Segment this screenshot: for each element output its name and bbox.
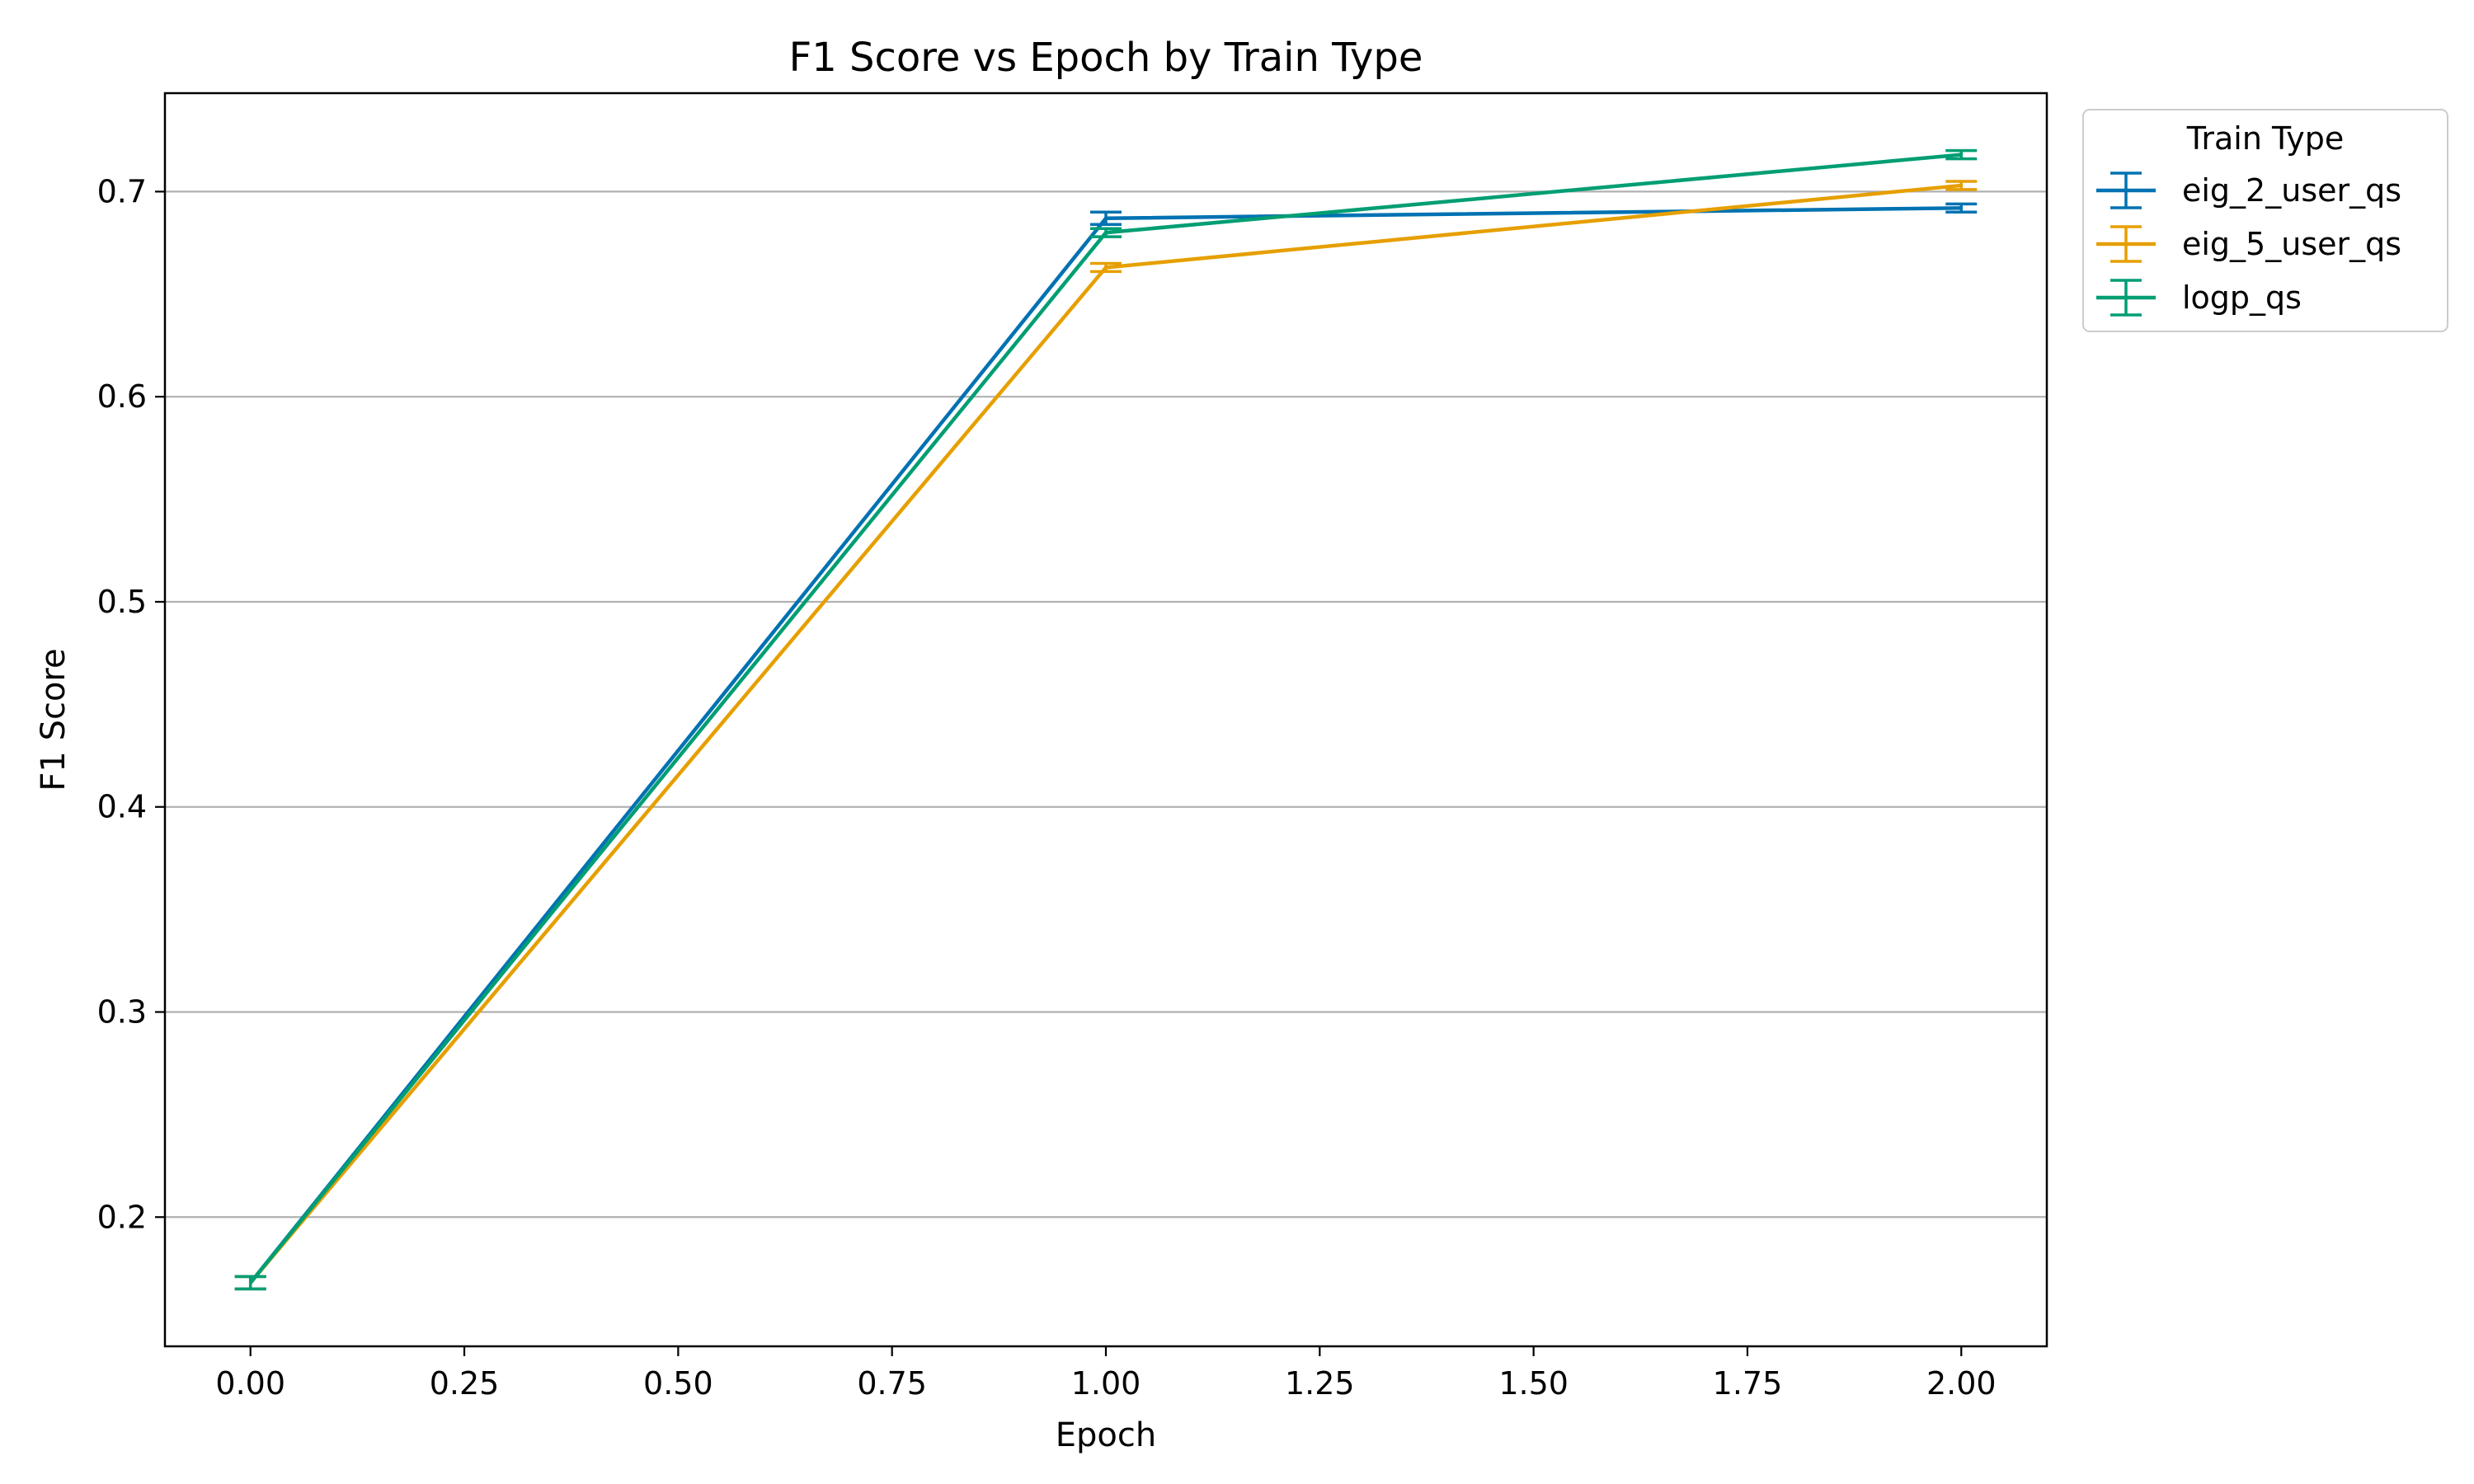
x-tick-label: 0.00: [215, 1365, 285, 1402]
error-bar: [1090, 261, 1122, 274]
series-layer: [234, 148, 1978, 1291]
plot-frame: [163, 92, 2048, 1348]
error-bar: [1090, 227, 1122, 238]
legend-item: eig_2_user_qs: [2096, 171, 2401, 209]
x-tick-label: 1.25: [1285, 1365, 1355, 1402]
x-tick-label: 2.00: [1926, 1365, 1997, 1402]
x-tick-label: 1.75: [1713, 1365, 1783, 1402]
error-bar: [1945, 148, 1978, 161]
x-axis-ticks: 0.00 0.25 0.50 0.75 1.00 1.25 1.50 1.75 2.00: [215, 1346, 1997, 1402]
series-line: [249, 183, 1962, 1284]
error-bar: [1945, 202, 1978, 214]
y-axis-label: F1 Score: [35, 648, 73, 791]
y-tick-label: 0.3: [97, 994, 147, 1031]
series-line: [248, 153, 1962, 1284]
x-axis-label: Epoch: [1056, 1416, 1156, 1454]
y-axis-ticks: 0.2 0.3 0.4 0.5 0.6 0.7: [97, 173, 165, 1235]
error-bar: [234, 1275, 266, 1291]
chart-title: F1 Score vs Epoch by Train Type: [789, 35, 1423, 81]
x-tick-label: 1.00: [1071, 1365, 1141, 1402]
legend-label: logp_qs: [2182, 279, 2302, 316]
series-eig_2_user_qs: [234, 202, 1978, 1291]
legend-title: Train Type: [2186, 120, 2345, 157]
legend-item: logp_qs: [2096, 279, 2302, 317]
x-tick-label: 0.75: [857, 1365, 927, 1402]
legend-items: eig_2_user_qs eig_5_user_qs logp_qs: [2096, 171, 2401, 317]
y-tick-label: 0.7: [97, 173, 147, 209]
legend-item: eig_5_user_qs: [2096, 225, 2401, 263]
legend-label: eig_2_user_qs: [2182, 172, 2401, 209]
error-bar: [1090, 210, 1122, 226]
grid-lines: [165, 190, 2047, 1219]
x-tick-label: 0.25: [430, 1365, 500, 1402]
legend-box: [2082, 109, 2448, 332]
series-logp_qs: [234, 148, 1978, 1291]
y-tick-label: 0.4: [97, 789, 147, 825]
legend-label: eig_5_user_qs: [2182, 226, 2401, 262]
series-line: [248, 206, 1962, 1284]
x-tick-label: 1.50: [1498, 1365, 1569, 1402]
error-bar: [1945, 180, 1978, 191]
y-tick-label: 0.6: [97, 378, 147, 415]
y-tick-label: 0.2: [97, 1199, 147, 1235]
series-eig_5_user_qs: [234, 180, 1978, 1291]
x-tick-label: 0.50: [643, 1365, 713, 1402]
legend: Train Type eig_2_user_qs eig_5_user_qslog…: [2082, 109, 2448, 332]
y-tick-label: 0.5: [97, 584, 147, 620]
